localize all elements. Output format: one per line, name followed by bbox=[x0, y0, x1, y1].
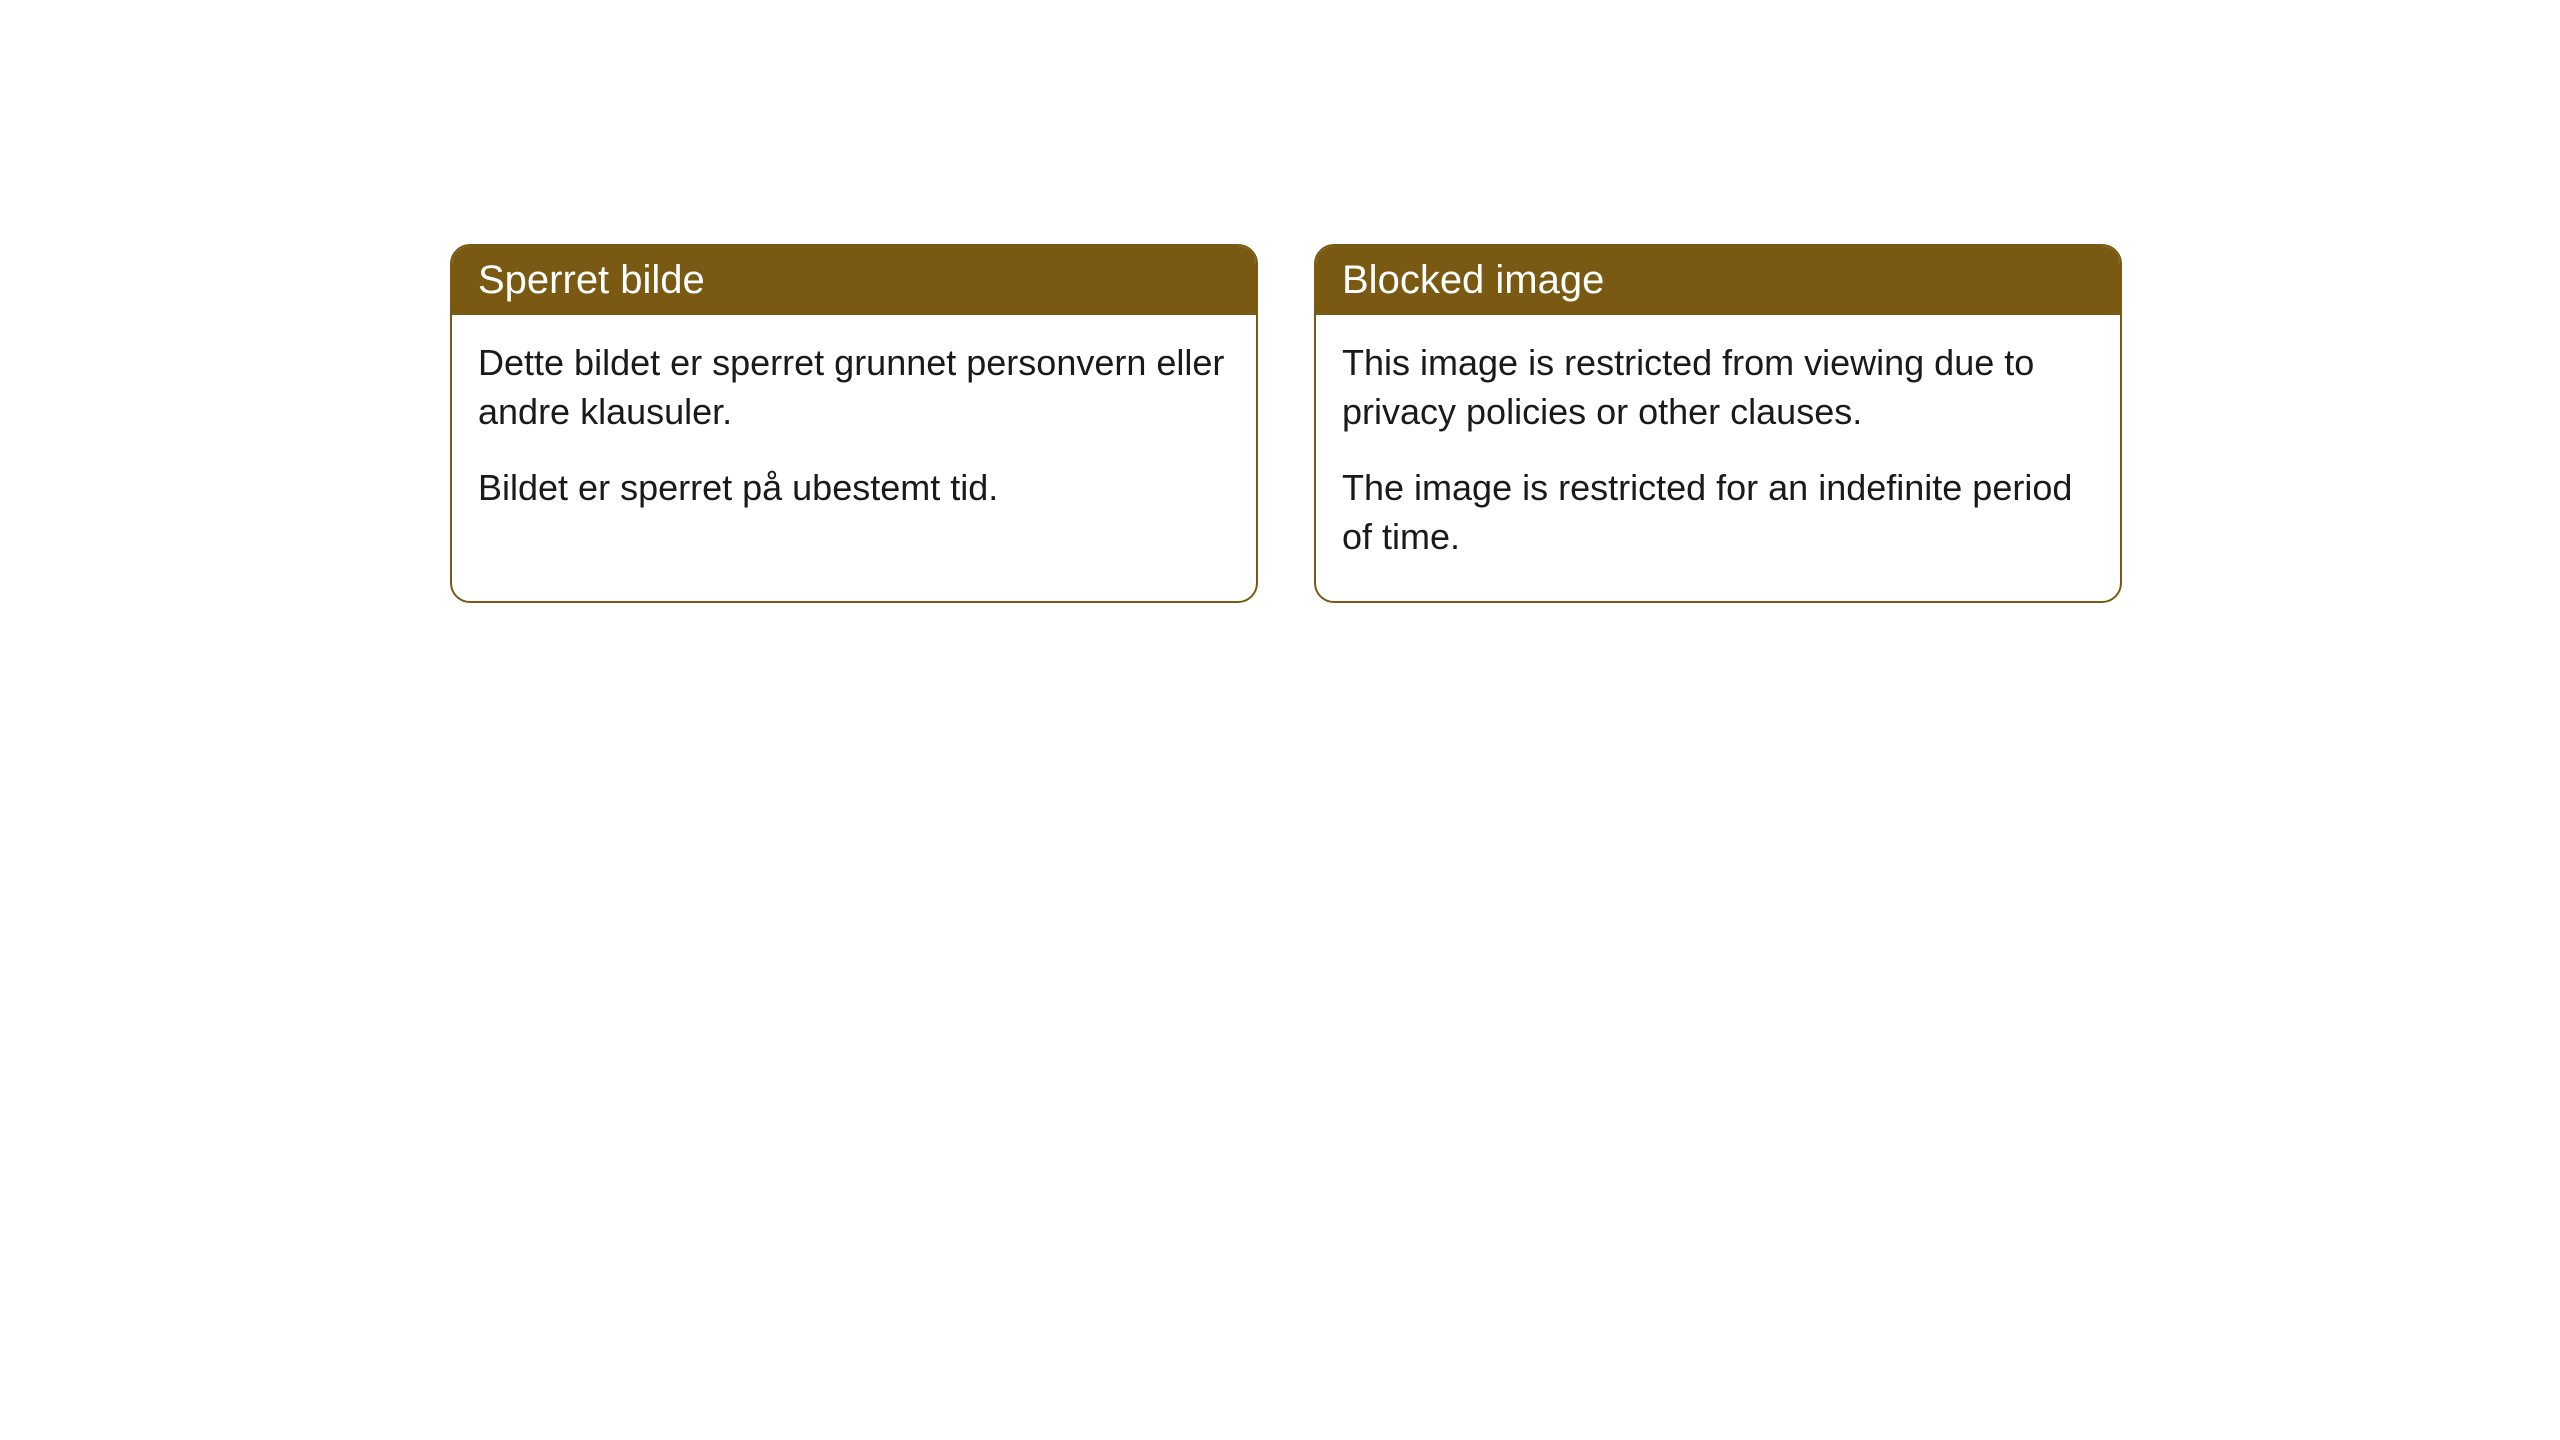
card-body-english: This image is restricted from viewing du… bbox=[1316, 315, 2120, 601]
card-paragraph: The image is restricted for an indefinit… bbox=[1342, 464, 2094, 561]
blocked-image-card-norwegian: Sperret bilde Dette bildet er sperret gr… bbox=[450, 244, 1258, 603]
notice-cards-container: Sperret bilde Dette bildet er sperret gr… bbox=[450, 244, 2122, 603]
card-body-norwegian: Dette bildet er sperret grunnet personve… bbox=[452, 315, 1256, 553]
card-header-english: Blocked image bbox=[1316, 246, 2120, 315]
card-paragraph: This image is restricted from viewing du… bbox=[1342, 339, 2094, 436]
card-paragraph: Dette bildet er sperret grunnet personve… bbox=[478, 339, 1230, 436]
card-header-norwegian: Sperret bilde bbox=[452, 246, 1256, 315]
blocked-image-card-english: Blocked image This image is restricted f… bbox=[1314, 244, 2122, 603]
card-title: Sperret bilde bbox=[478, 258, 705, 302]
card-paragraph: Bildet er sperret på ubestemt tid. bbox=[478, 464, 1230, 513]
card-title: Blocked image bbox=[1342, 258, 1604, 302]
